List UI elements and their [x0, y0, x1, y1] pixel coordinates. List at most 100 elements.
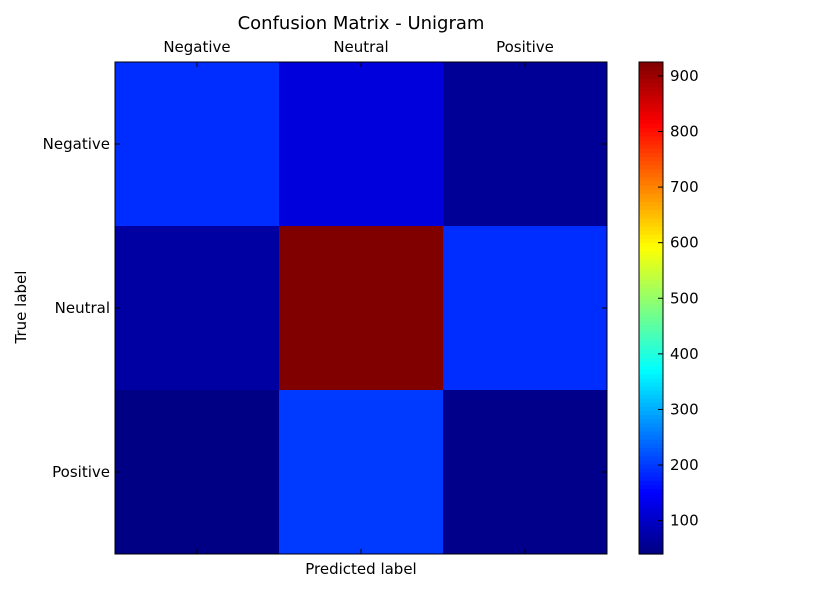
colorbar-segment	[639, 193, 663, 198]
colorbar-segment	[639, 361, 663, 366]
colorbar-segment	[639, 299, 663, 305]
colorbar-segment	[639, 390, 663, 395]
colorbar-segment	[639, 90, 663, 96]
colorbar-segment	[639, 414, 663, 420]
heatmap-cell	[443, 62, 608, 227]
colorbar-segment	[639, 328, 663, 334]
colorbar-segment	[639, 480, 663, 485]
colorbar-segment	[639, 254, 663, 260]
colorbar-segment	[639, 529, 663, 535]
colorbar-segment	[639, 377, 663, 383]
colorbar-segment	[639, 189, 663, 194]
colorbar-segment	[639, 205, 663, 211]
colorbar-segment	[639, 549, 663, 555]
colorbar-segment	[639, 373, 663, 379]
colorbar-tick-label: 400	[670, 345, 699, 363]
colorbar-segment	[639, 74, 663, 79]
colorbar-segment	[639, 385, 663, 391]
colorbar-segment	[639, 197, 663, 202]
colorbar-tick-label: 200	[670, 456, 699, 474]
colorbar-segment	[639, 336, 663, 342]
chart-title: Confusion Matrix - Unigram	[238, 13, 485, 34]
colorbar-segment	[639, 500, 663, 506]
heatmap-cell	[443, 390, 608, 555]
colorbar-segment	[639, 209, 663, 215]
heatmap-cell	[115, 390, 280, 555]
colorbar-segment	[639, 463, 663, 469]
colorbar-segment	[639, 291, 663, 297]
colorbar-segment	[639, 324, 663, 330]
colorbar-segment	[639, 418, 663, 424]
colorbar-segment	[639, 127, 663, 133]
colorbar-segment	[639, 66, 663, 71]
colorbar-segment	[639, 451, 663, 457]
colorbar-segment	[639, 144, 663, 149]
x-tick-label: Negative	[163, 38, 230, 56]
colorbar-segment	[639, 332, 663, 338]
colorbar-segment	[639, 447, 663, 453]
colorbar-segment	[639, 156, 663, 161]
colorbar-segment	[639, 472, 663, 477]
colorbar-segment	[639, 295, 663, 301]
colorbar-segment	[639, 349, 663, 354]
colorbar-segment	[639, 172, 663, 178]
heatmap-cell	[115, 62, 280, 227]
colorbar-segment	[639, 476, 663, 481]
colorbar-segment	[639, 541, 663, 547]
colorbar-segment	[639, 70, 663, 75]
colorbar-segment	[639, 234, 663, 239]
colorbar-segment	[639, 496, 663, 502]
colorbar-segment	[639, 242, 663, 248]
y-tick-label: Negative	[43, 135, 110, 153]
colorbar-tick-label: 900	[670, 67, 699, 85]
colorbar-segment	[639, 431, 663, 436]
colorbar-segment	[639, 308, 663, 313]
x-tick-labels: Negative Neutral Positive	[163, 38, 554, 554]
colorbar-segment	[639, 504, 663, 510]
x-tick-label: Positive	[496, 38, 554, 56]
colorbar-segment	[639, 119, 663, 125]
colorbar-segment	[639, 353, 663, 358]
y-axis-label: True label	[12, 271, 30, 345]
colorbar-tick-label: 500	[670, 289, 699, 307]
colorbar-tick-label: 100	[670, 512, 699, 530]
colorbar-segment	[639, 508, 663, 514]
colorbar-segment	[639, 312, 663, 317]
colorbar-tick-label: 300	[670, 400, 699, 418]
x-axis-label: Predicted label	[305, 560, 416, 578]
heatmap-cells	[114, 61, 608, 555]
colorbar-segment	[639, 422, 663, 428]
colorbar-segment	[639, 160, 663, 166]
y-tick-label: Neutral	[55, 299, 110, 317]
colorbar-segment	[639, 62, 663, 67]
colorbar-segment	[639, 381, 663, 387]
colorbar-segment	[639, 180, 663, 186]
colorbar-segment	[639, 217, 663, 223]
colorbar-segment	[639, 365, 663, 371]
colorbar-segment	[639, 221, 663, 227]
colorbar-segment	[639, 435, 663, 440]
colorbar-segment	[639, 148, 663, 153]
heatmap-cell	[279, 62, 444, 227]
colorbar-segment	[639, 230, 663, 235]
colorbar-segment	[639, 402, 663, 407]
colorbar-segment	[639, 344, 663, 350]
colorbar-tick-label: 700	[670, 178, 699, 196]
colorbar-segment	[639, 131, 663, 137]
colorbar: 100 200 300 400 500 600 700 800 900	[638, 61, 699, 555]
colorbar-frame	[638, 61, 664, 555]
colorbar-segment	[639, 517, 663, 522]
colorbar-segment	[639, 94, 663, 100]
colorbar-segment	[639, 185, 663, 190]
colorbar-segment	[639, 369, 663, 375]
colorbar-segment	[639, 267, 663, 272]
colorbar-segment	[639, 492, 663, 498]
colorbar-segment	[639, 279, 663, 284]
colorbar-segment	[639, 443, 663, 448]
colorbar-segment	[639, 226, 663, 231]
colorbar-segment	[639, 439, 663, 444]
colorbar-segment	[639, 303, 663, 309]
colorbar-segment	[639, 513, 663, 518]
colorbar-segment	[639, 86, 663, 92]
